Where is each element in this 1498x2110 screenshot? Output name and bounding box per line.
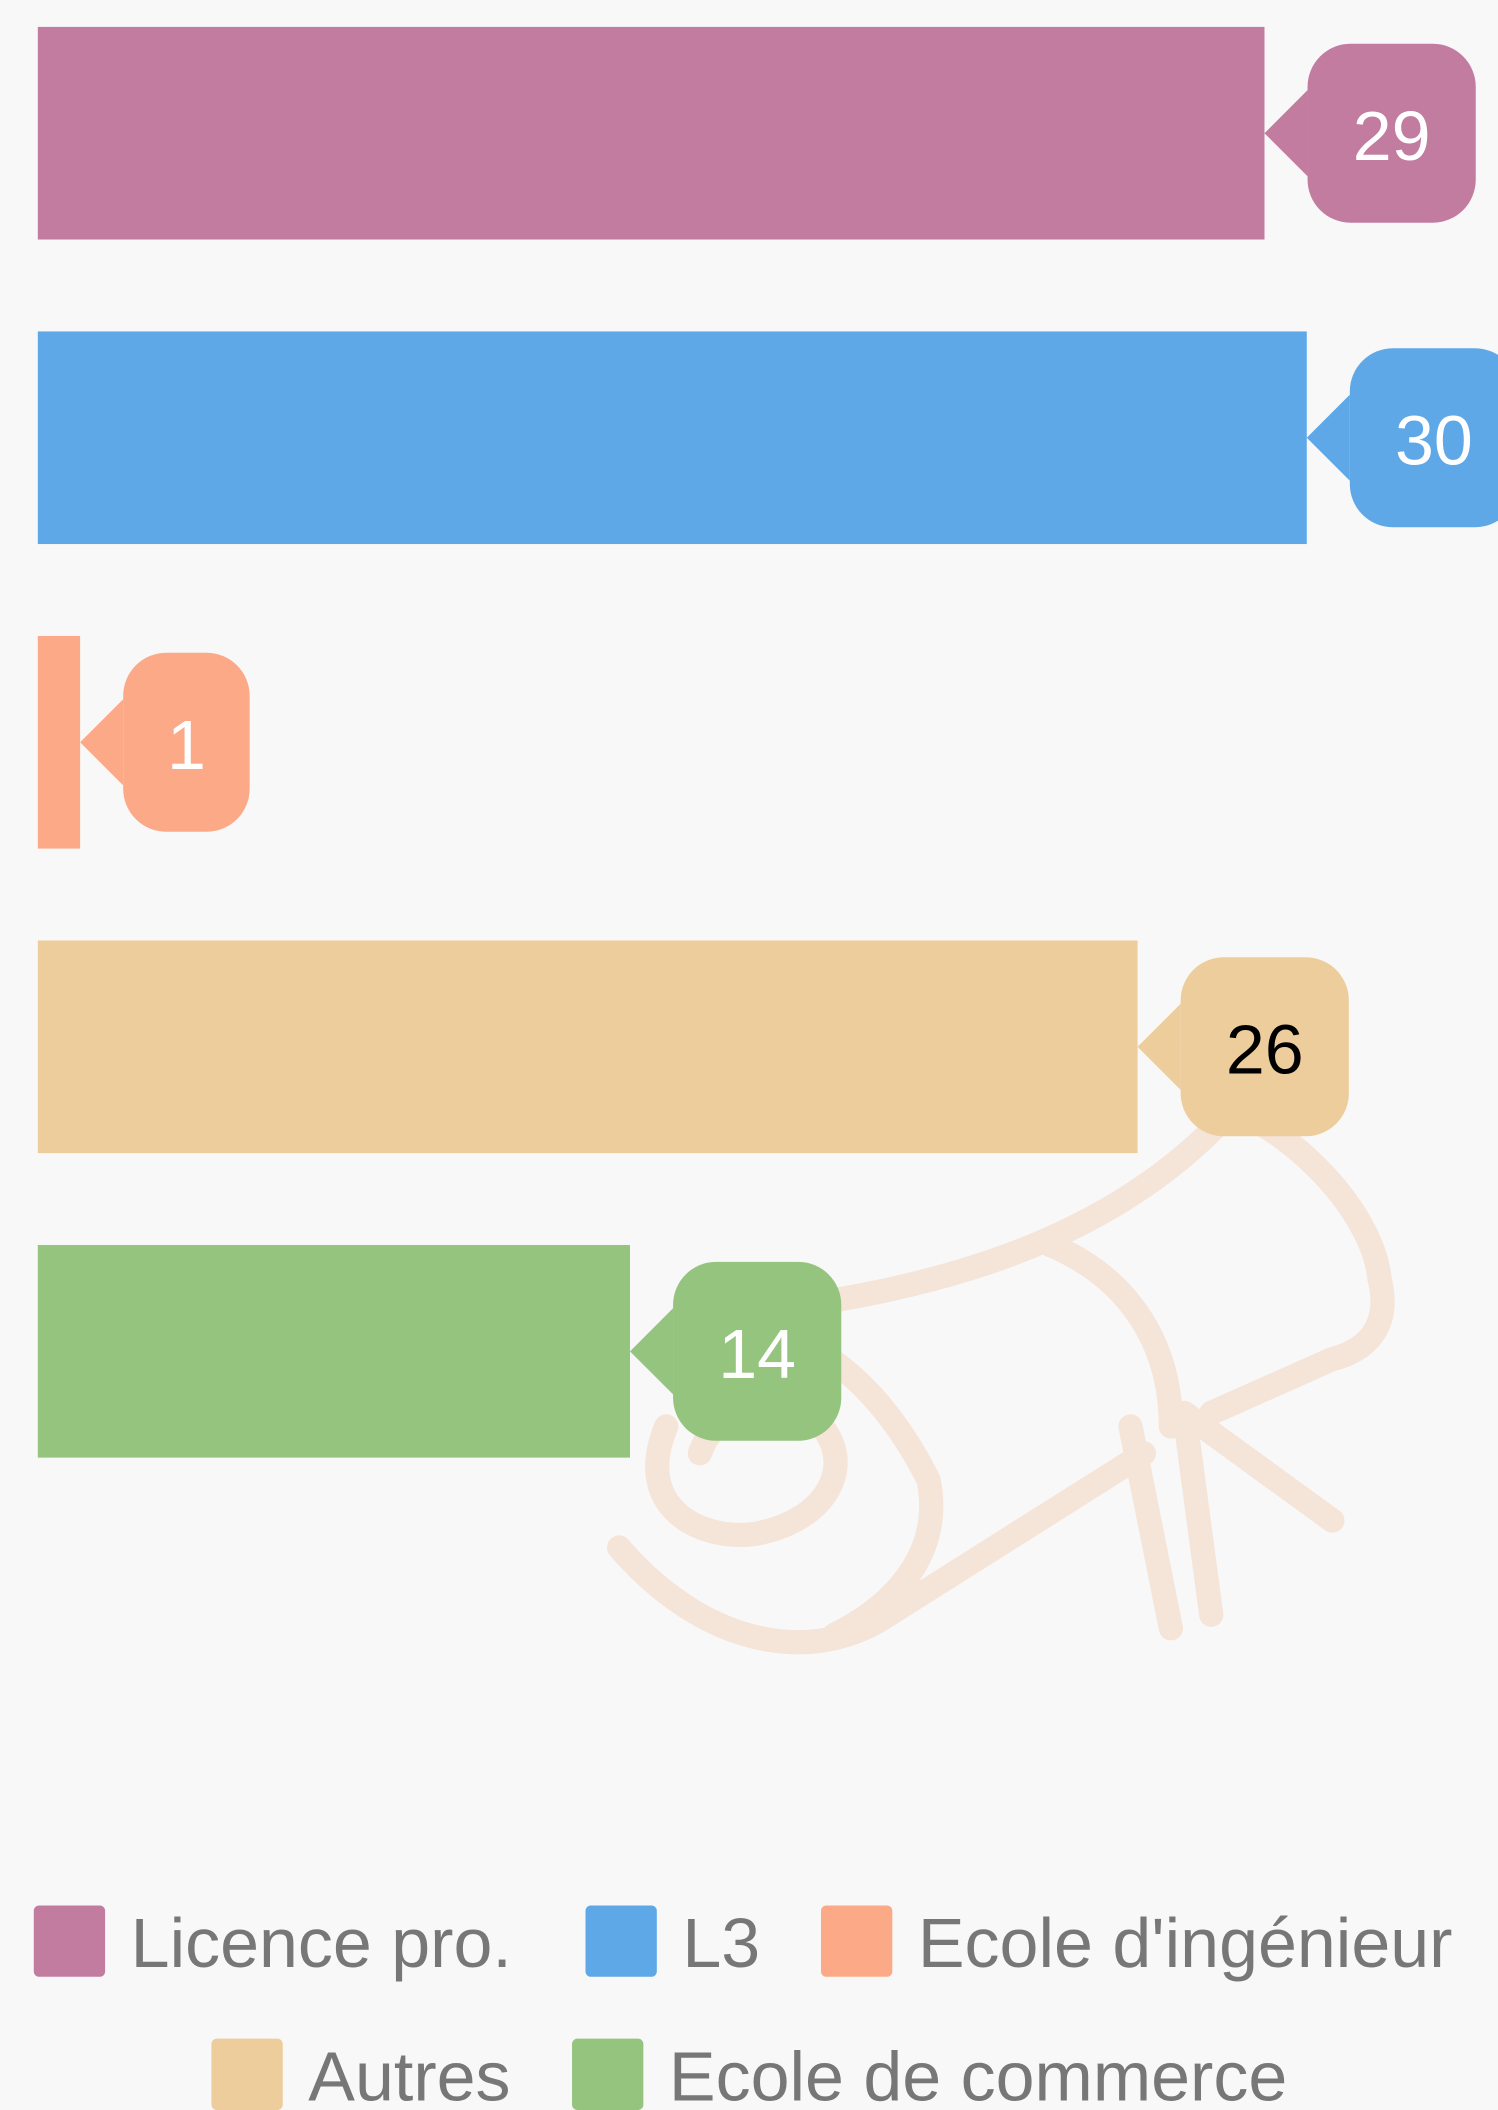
- data-label: 1: [167, 706, 206, 784]
- legend-swatch: [34, 1905, 105, 1976]
- legend-label: Autres: [308, 2037, 510, 2110]
- data-label: 29: [1353, 97, 1431, 175]
- data-label: 14: [718, 1315, 796, 1393]
- bar: [38, 331, 1307, 544]
- bar: [38, 940, 1138, 1153]
- bar: [38, 27, 1265, 240]
- page: 29 30 1 26 14 Licence pro. L3 Ecole d'ingénieu…: [0, 0, 1498, 2110]
- legend-label: Ecole d'ingénieur: [918, 1904, 1453, 1982]
- legend-label: Licence pro.: [131, 1904, 512, 1982]
- bar: [38, 636, 80, 849]
- legend-swatch: [211, 2039, 282, 2110]
- bar: [38, 1245, 630, 1458]
- legend-swatch: [572, 2039, 643, 2110]
- legend-swatch: [821, 1905, 892, 1976]
- legend-label: L3: [682, 1904, 760, 1982]
- data-label: 30: [1395, 401, 1473, 479]
- chart: 29 30 1 26 14 Licence pro. L3 Ecole d'ingénieu…: [0, 0, 1498, 2110]
- data-label: 26: [1226, 1010, 1304, 1088]
- legend-label: Ecole de commerce: [669, 2037, 1287, 2110]
- legend-swatch: [586, 1905, 657, 1976]
